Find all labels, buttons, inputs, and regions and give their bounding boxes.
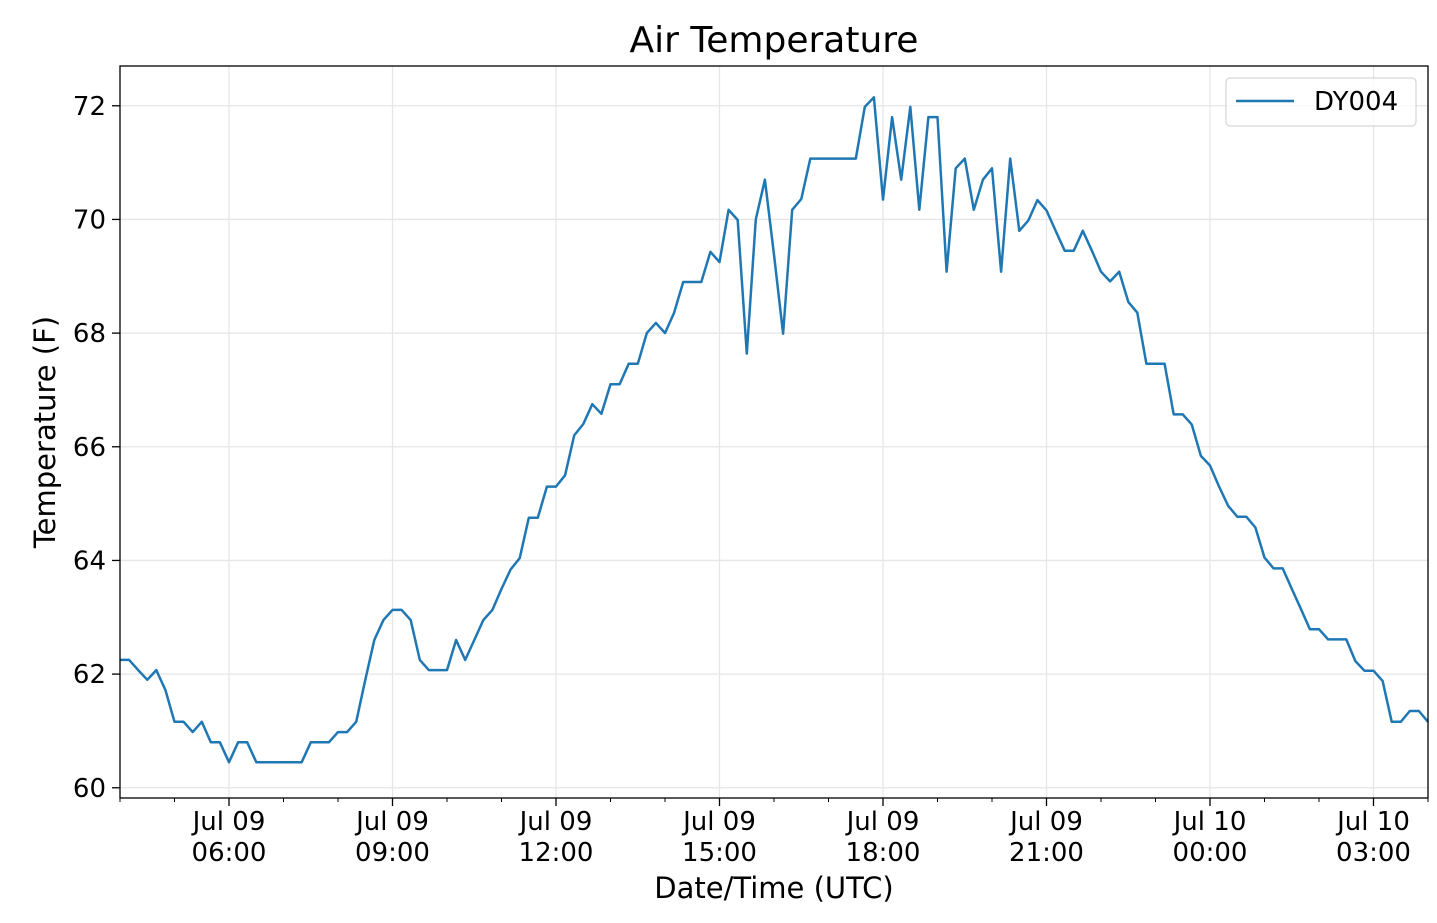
x-tick-label-time: 18:00	[846, 838, 921, 868]
y-tick-label: 68	[73, 319, 106, 349]
y-tick-label: 60	[73, 774, 106, 804]
x-tick-label-date: Jul 09	[1008, 807, 1083, 837]
x-tick-label-time: 09:00	[355, 838, 430, 868]
x-tick-label-time: 00:00	[1173, 838, 1248, 868]
chart-title: Air Temperature	[630, 20, 919, 61]
y-axis-ticks: 60 62 64 66 68 70 72	[73, 92, 120, 804]
x-tick-label-date: Jul 09	[845, 807, 920, 837]
y-tick-label: 72	[73, 92, 106, 122]
y-axis-label: Temperature (F)	[28, 316, 62, 549]
y-tick-label: 64	[73, 546, 106, 576]
x-tick-label-time: 06:00	[192, 838, 267, 868]
x-tick-label-time: 15:00	[682, 838, 757, 868]
x-tick-label-date: Jul 09	[354, 807, 429, 837]
grid-lines	[120, 66, 1428, 798]
legend: DY004	[1226, 78, 1416, 126]
x-tick-label-date: Jul 10	[1335, 807, 1410, 837]
legend-label: DY004	[1314, 87, 1398, 117]
x-tick-label-time: 03:00	[1336, 838, 1411, 868]
y-tick-label: 70	[73, 205, 106, 235]
series-line-dy004	[120, 97, 1428, 762]
x-tick-label-date: Jul 09	[681, 807, 756, 837]
x-tick-label-date: Jul 09	[518, 807, 593, 837]
x-axis-label: Date/Time (UTC)	[654, 871, 893, 905]
x-tick-label-date: Jul 10	[1172, 807, 1247, 837]
x-tick-label-date: Jul 09	[191, 807, 266, 837]
y-tick-label: 62	[73, 660, 106, 690]
series-layer	[120, 97, 1428, 762]
x-tick-label-time: 12:00	[519, 838, 594, 868]
plot-frame	[120, 66, 1428, 798]
y-tick-label: 66	[73, 433, 106, 463]
x-tick-label-time: 21:00	[1009, 838, 1084, 868]
